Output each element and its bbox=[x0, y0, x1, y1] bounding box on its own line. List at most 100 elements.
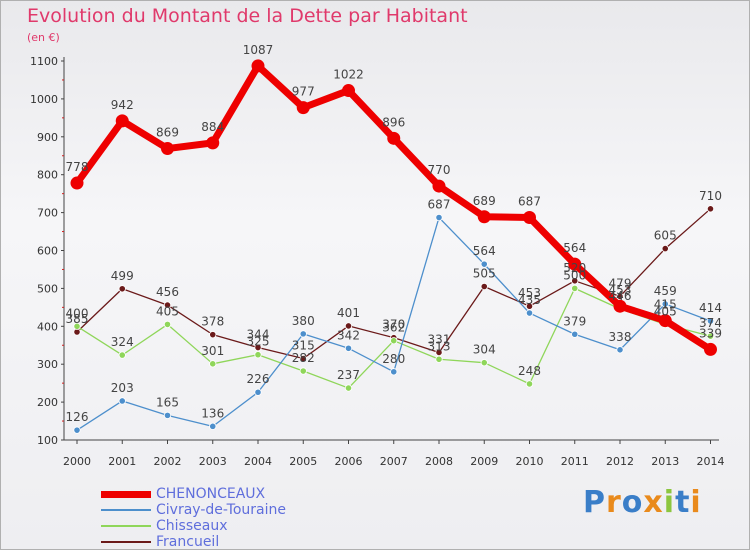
data-point bbox=[435, 348, 443, 357]
x-tick-label: 2003 bbox=[199, 455, 227, 468]
data-label: 884 bbox=[201, 120, 224, 134]
y-tick-label: 1000 bbox=[30, 93, 58, 106]
data-point bbox=[70, 176, 84, 190]
data-point bbox=[161, 142, 174, 156]
data-label: 331 bbox=[428, 332, 451, 346]
data-point bbox=[209, 331, 217, 339]
x-tick-label: 2014 bbox=[697, 455, 725, 468]
legend-swatch bbox=[101, 541, 151, 543]
logo-letter: P bbox=[583, 485, 606, 520]
data-point bbox=[342, 84, 355, 98]
data-label: 126 bbox=[66, 410, 89, 424]
chart-title: Evolution du Montant de la Dette par Hab… bbox=[27, 5, 468, 27]
data-point bbox=[477, 210, 491, 224]
data-label: 370 bbox=[382, 318, 405, 332]
data-label: 315 bbox=[292, 339, 315, 353]
data-label: 301 bbox=[201, 344, 224, 358]
data-point bbox=[435, 213, 443, 222]
data-label: 770 bbox=[428, 163, 451, 177]
legend-label: Francueil bbox=[156, 534, 220, 550]
data-point bbox=[118, 285, 126, 293]
data-label: 505 bbox=[473, 267, 496, 281]
y-tick-label: 100 bbox=[37, 434, 58, 447]
data-label: 401 bbox=[337, 306, 360, 320]
data-label: 313 bbox=[428, 339, 451, 353]
data-point bbox=[480, 282, 488, 291]
data-point bbox=[616, 346, 624, 354]
legend-item: Civray-de-Touraine bbox=[101, 502, 341, 518]
data-label: 459 bbox=[654, 284, 677, 298]
data-point bbox=[480, 260, 488, 268]
proxiti-logo: Proxiti bbox=[583, 485, 702, 520]
x-tick-label: 2012 bbox=[606, 455, 634, 468]
data-label: 942 bbox=[111, 98, 134, 112]
x-tick-label: 2010 bbox=[516, 455, 544, 468]
data-point bbox=[613, 299, 627, 313]
legend-label: Chisseaux bbox=[156, 518, 228, 534]
data-label: 415 bbox=[654, 298, 677, 312]
data-point bbox=[163, 411, 172, 419]
data-label: 896 bbox=[382, 115, 405, 129]
x-tick-label: 2007 bbox=[380, 455, 408, 468]
legend-label: CHENONCEAUX bbox=[156, 486, 266, 502]
data-point bbox=[571, 284, 579, 292]
data-point bbox=[254, 388, 262, 396]
data-label: 405 bbox=[156, 304, 179, 318]
data-label: 325 bbox=[247, 335, 270, 349]
data-label: 405 bbox=[654, 304, 677, 318]
data-label: 689 bbox=[473, 194, 496, 208]
data-label: 385 bbox=[66, 312, 89, 326]
y-tick-label: 600 bbox=[37, 245, 58, 258]
data-point bbox=[525, 309, 534, 317]
data-point bbox=[616, 292, 624, 300]
legend-swatch bbox=[101, 525, 151, 527]
data-label: 687 bbox=[518, 195, 541, 209]
data-point bbox=[344, 344, 353, 352]
data-label: 778 bbox=[66, 160, 89, 174]
data-point bbox=[206, 136, 220, 150]
data-label: 226 bbox=[247, 372, 270, 386]
data-label: 338 bbox=[609, 330, 632, 344]
y-tick-label: 500 bbox=[37, 282, 58, 295]
data-point bbox=[251, 59, 265, 73]
data-label: 446 bbox=[609, 289, 632, 303]
legend-label: Civray-de-Touraine bbox=[156, 502, 286, 518]
data-label: 605 bbox=[654, 229, 677, 243]
data-point bbox=[254, 343, 262, 352]
chart-legend: CHENONCEAUX Civray-de-Touraine Chisseaux Fr… bbox=[101, 486, 341, 550]
data-point bbox=[73, 322, 81, 330]
data-point bbox=[73, 426, 81, 434]
data-label: 380 bbox=[292, 314, 315, 328]
y-tick-label: 300 bbox=[37, 358, 58, 371]
data-point bbox=[571, 330, 579, 338]
data-label: 400 bbox=[66, 306, 89, 320]
data-label: 280 bbox=[382, 352, 405, 366]
data-label: 374 bbox=[699, 316, 722, 330]
x-tick-label: 2000 bbox=[63, 455, 91, 468]
data-point bbox=[480, 359, 488, 367]
legend-swatch bbox=[101, 509, 151, 511]
legend-item: Francueil bbox=[101, 534, 341, 550]
data-label: 304 bbox=[473, 343, 496, 357]
data-point bbox=[209, 422, 217, 430]
x-tick-label: 2001 bbox=[108, 455, 136, 468]
logo-letter: i bbox=[690, 485, 702, 520]
data-point bbox=[299, 367, 307, 375]
data-label: 977 bbox=[292, 85, 315, 99]
data-label: 479 bbox=[609, 276, 632, 290]
data-point bbox=[209, 360, 217, 368]
x-tick-label: 2011 bbox=[561, 455, 589, 468]
data-point bbox=[390, 368, 398, 376]
data-label: 339 bbox=[699, 326, 722, 340]
data-point bbox=[254, 351, 262, 359]
y-tick-label: 1100 bbox=[30, 55, 58, 68]
data-label: 499 bbox=[111, 269, 134, 283]
data-label: 378 bbox=[201, 315, 224, 329]
y-tick-label: 700 bbox=[37, 207, 58, 220]
x-tick-label: 2008 bbox=[425, 455, 453, 468]
x-tick-label: 2013 bbox=[651, 455, 679, 468]
data-point bbox=[299, 330, 307, 338]
data-label: 453 bbox=[518, 286, 541, 300]
data-label: 520 bbox=[563, 261, 586, 275]
